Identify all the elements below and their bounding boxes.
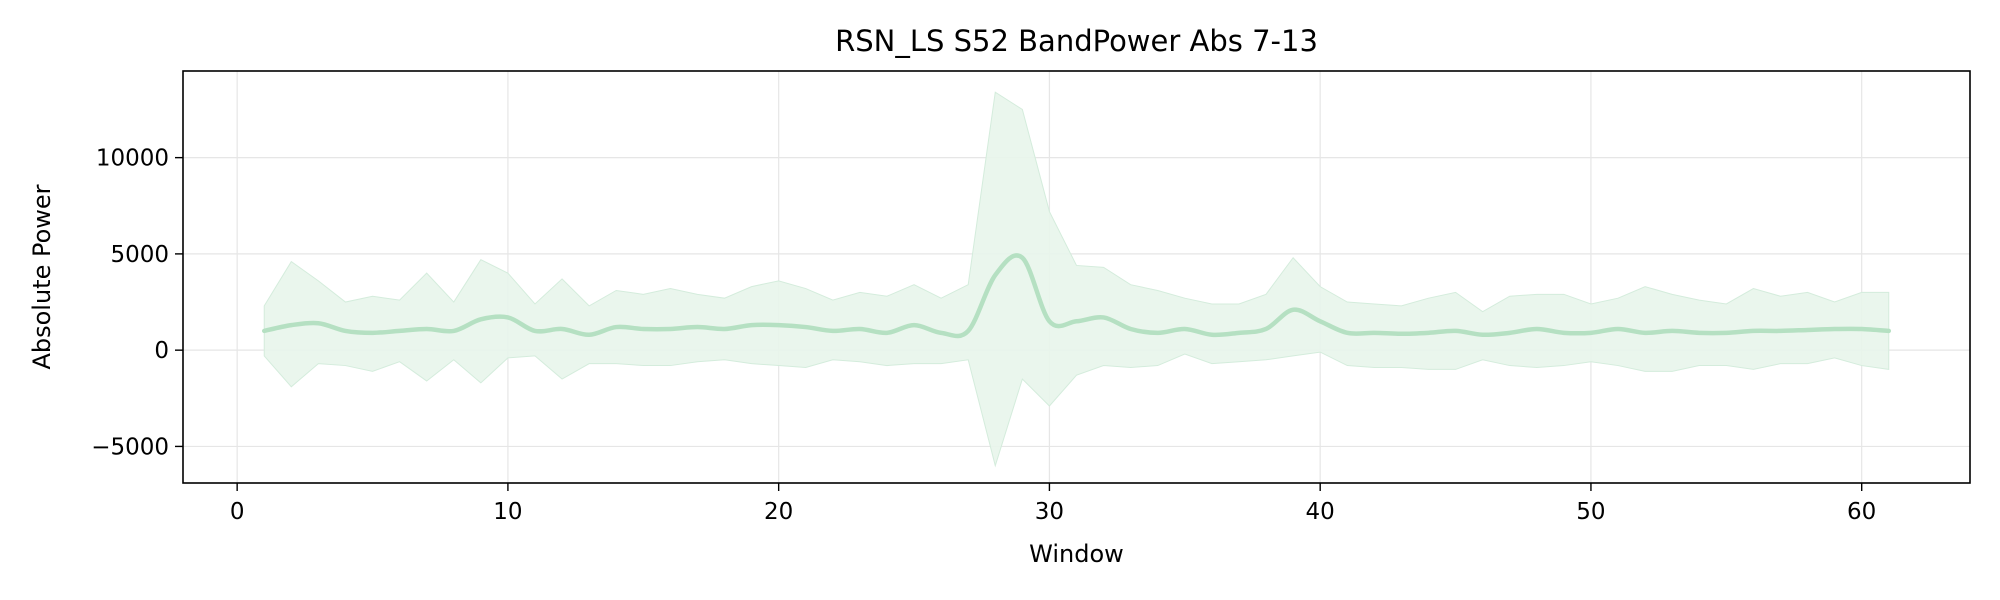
y-tick-label: 0 xyxy=(154,338,169,364)
y-axis-label: Absolute Power xyxy=(28,184,56,369)
x-tick-label: 10 xyxy=(493,499,522,525)
mean-line xyxy=(261,253,1892,339)
y-tick-label: 5000 xyxy=(110,242,169,268)
x-tick-label: 40 xyxy=(1306,499,1335,525)
y-axis: −5000 0 5000 10000 xyxy=(91,146,183,460)
x-tick-label: 20 xyxy=(764,499,793,525)
mean-line-layer xyxy=(261,253,1892,339)
plot-frame xyxy=(182,70,1971,484)
error-band xyxy=(263,91,1890,468)
chart-title: RSN_LS S52 BandPower Abs 7-13 xyxy=(835,24,1318,58)
y-tick-label: −5000 xyxy=(91,434,169,460)
x-axis-label: Window xyxy=(1029,540,1124,568)
y-tick-label: 10000 xyxy=(96,146,169,172)
x-tick-label: 30 xyxy=(1035,499,1064,525)
x-tick-label: 0 xyxy=(230,499,245,525)
x-tick-label: 50 xyxy=(1576,499,1605,525)
x-tick-label: 60 xyxy=(1847,499,1876,525)
error-band-layer xyxy=(263,91,1890,468)
x-axis: 0 10 20 30 40 50 60 xyxy=(230,483,1876,525)
